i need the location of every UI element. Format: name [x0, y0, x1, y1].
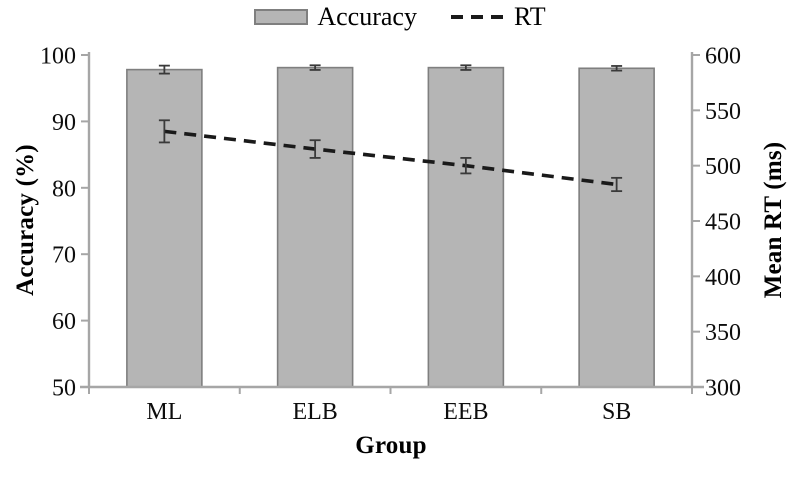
legend-dash-swatch-icon: [450, 15, 503, 19]
left-tick-label: 100: [40, 44, 76, 70]
left-tick-label: 90: [52, 110, 76, 136]
left-tick-label: 80: [52, 176, 76, 202]
legend-bar-swatch-icon: [254, 9, 309, 25]
x-axis-title: Group: [355, 432, 427, 459]
legend-label-rt: RT: [513, 2, 546, 31]
left-tick-label: 70: [52, 243, 76, 269]
right-tick-label: 400: [705, 265, 741, 291]
right-tick-label: 350: [705, 320, 741, 346]
right-tick-label: 500: [705, 154, 741, 180]
right-tick-label: 600: [705, 44, 741, 70]
left-axis-title: Accuracy (%): [12, 144, 39, 296]
chart-legend: Accuracy RT: [0, 1, 800, 33]
rt-line: [164, 129, 617, 187]
left-tick-label: 60: [52, 309, 76, 335]
left-tick-label: 50: [52, 376, 76, 402]
right-tick-label: 300: [705, 376, 741, 402]
bar-ML: [126, 68, 203, 388]
bar-ELB: [276, 66, 354, 388]
x-tick-label-ML: ML: [146, 399, 182, 425]
bar-EEB: [427, 66, 505, 388]
legend-item-accuracy: Accuracy: [254, 4, 417, 30]
right-axis-title: Mean RT (ms): [760, 141, 787, 299]
bar-SB: [578, 67, 655, 388]
right-tick-label: 550: [705, 99, 741, 125]
legend-item-rt: RT: [449, 4, 546, 30]
x-tick-label-ELB: ELB: [292, 399, 337, 425]
legend-label-accuracy: Accuracy: [317, 2, 417, 31]
right-tick-label: 450: [705, 210, 741, 236]
x-tick-label-SB: SB: [602, 399, 631, 425]
x-tick-label-EEB: EEB: [443, 399, 488, 425]
